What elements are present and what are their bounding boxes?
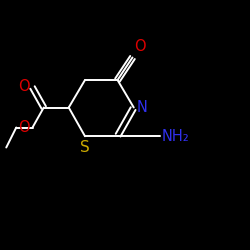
Text: O: O (18, 120, 30, 135)
Text: N: N (137, 100, 148, 114)
Text: S: S (80, 140, 90, 155)
Text: NH₂: NH₂ (161, 129, 189, 144)
Text: O: O (134, 39, 145, 54)
Text: O: O (18, 79, 30, 94)
